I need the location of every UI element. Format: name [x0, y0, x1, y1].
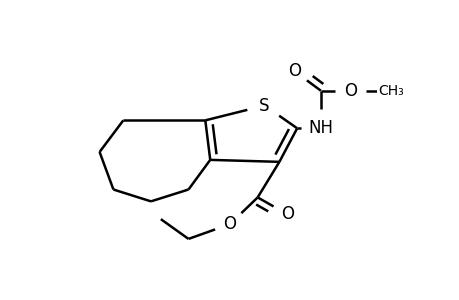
Text: O: O — [287, 62, 300, 80]
Text: O: O — [343, 82, 356, 100]
Text: O: O — [280, 205, 293, 223]
Text: S: S — [259, 97, 269, 115]
Text: CH₃: CH₃ — [377, 84, 403, 98]
Text: NH: NH — [308, 119, 333, 137]
Text: O: O — [223, 215, 236, 233]
